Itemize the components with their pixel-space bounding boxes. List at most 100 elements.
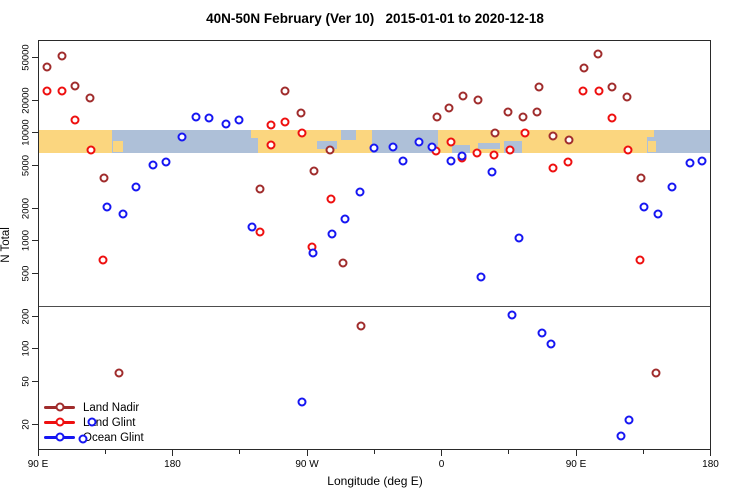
map-patch-japan-islands xyxy=(113,141,124,152)
y-axis-tick xyxy=(32,348,38,349)
x-axis-major-tick xyxy=(710,450,711,456)
y-axis-tick-label: 50 xyxy=(20,375,32,387)
land-nadir-marker-icon xyxy=(44,402,75,412)
point-ocean-glint xyxy=(685,158,695,168)
point-ocean-glint xyxy=(191,112,201,122)
point-ocean-glint xyxy=(427,142,437,152)
point-land-nadir xyxy=(444,103,454,113)
map-patch-japan xyxy=(647,141,656,152)
y-axis-tick xyxy=(32,99,38,101)
point-land-nadir xyxy=(296,108,306,118)
point-land-nadir xyxy=(70,81,80,91)
point-land-nadir xyxy=(57,51,67,61)
point-ocean-glint xyxy=(204,113,214,123)
point-land-nadir xyxy=(548,131,558,141)
point-land-nadir xyxy=(42,62,52,72)
point-ocean-glint xyxy=(234,115,244,125)
point-land-glint xyxy=(520,128,530,138)
y-axis-tick-label: 50000 xyxy=(20,43,32,71)
point-ocean-glint xyxy=(507,310,517,320)
point-land-glint xyxy=(266,120,276,130)
point-land-nadir xyxy=(579,63,589,73)
point-land-glint xyxy=(255,227,265,237)
legend-label: Land Nadir xyxy=(83,401,140,414)
point-land-nadir xyxy=(532,107,542,117)
point-ocean-glint xyxy=(369,143,379,153)
point-ocean-glint xyxy=(131,182,141,192)
point-land-nadir xyxy=(85,93,95,103)
point-land-glint xyxy=(86,145,96,155)
x-axis-tick-label: 90 E xyxy=(27,459,49,470)
point-land-nadir xyxy=(325,145,335,155)
x-axis-major-tick xyxy=(575,450,577,456)
point-land-nadir xyxy=(356,321,366,331)
y-axis-tick xyxy=(32,207,38,209)
y-axis-tick xyxy=(32,132,38,133)
x-axis-tick-label: 180 xyxy=(702,459,719,470)
point-land-nadir xyxy=(473,95,483,105)
point-ocean-glint xyxy=(247,222,257,232)
point-land-glint xyxy=(70,115,80,125)
map-patch-gulf-st-lawrence xyxy=(340,130,357,141)
point-land-nadir xyxy=(651,368,661,378)
point-land-nadir xyxy=(114,368,124,378)
point-land-nadir xyxy=(280,86,290,96)
map-patch-hokkaido xyxy=(646,130,654,137)
point-ocean-glint xyxy=(148,160,158,170)
point-land-nadir xyxy=(338,258,348,268)
point-land-glint xyxy=(548,163,558,173)
point-ocean-glint xyxy=(102,202,112,212)
point-land-nadir xyxy=(490,128,500,137)
map-patch-mediterranean xyxy=(451,144,471,153)
x-axis-tick-label: 90 E xyxy=(565,459,587,470)
point-land-glint xyxy=(280,117,290,127)
point-ocean-glint xyxy=(388,142,398,152)
point-ocean-glint xyxy=(398,156,408,166)
legend-label: Ocean Glint xyxy=(83,431,144,444)
point-land-glint xyxy=(578,86,588,96)
point-land-glint xyxy=(623,145,633,155)
point-ocean-glint xyxy=(308,248,318,258)
point-ocean-glint xyxy=(514,233,524,243)
y-axis-tick-label: 500 xyxy=(20,265,32,281)
point-ocean-glint xyxy=(414,137,424,147)
point-land-nadir xyxy=(593,49,603,59)
chart-title: 40N-50N February (Ver 10) 2015-01-01 to … xyxy=(206,11,544,26)
point-ocean-glint xyxy=(624,415,634,425)
x-axis-tick-label: 180 xyxy=(164,459,181,470)
map-latitude-band xyxy=(38,130,711,153)
land-glint-marker-icon xyxy=(44,417,75,427)
y-axis-tick xyxy=(32,315,38,317)
map-patch-vancouver-island xyxy=(250,130,258,139)
point-land-glint xyxy=(57,86,67,96)
point-land-nadir xyxy=(636,173,646,183)
x-axis-major-tick xyxy=(37,450,39,456)
point-ocean-glint xyxy=(340,214,350,224)
x-axis-title: Longitude (deg E) xyxy=(327,474,423,488)
map-patch-black-sea xyxy=(477,142,500,150)
point-ocean-glint xyxy=(487,167,497,177)
point-ocean-glint xyxy=(221,119,231,129)
x-axis-minor-tick xyxy=(508,450,510,454)
point-ocean-glint xyxy=(546,339,556,349)
y-axis-tick xyxy=(32,240,38,241)
point-ocean-glint xyxy=(697,156,707,166)
x-axis-minor-tick xyxy=(239,450,241,454)
y-axis-tick xyxy=(32,380,38,382)
point-land-glint xyxy=(489,150,499,160)
y-axis-tick xyxy=(32,56,38,58)
point-land-glint xyxy=(326,194,336,204)
point-land-nadir xyxy=(503,107,513,117)
point-land-glint xyxy=(635,255,645,265)
y-axis-title: N Total xyxy=(0,227,12,263)
point-ocean-glint xyxy=(161,157,171,167)
point-land-nadir xyxy=(564,135,574,145)
point-ocean-glint xyxy=(476,272,486,282)
plot-border-box xyxy=(38,40,711,450)
point-land-glint xyxy=(42,86,52,96)
point-land-nadir xyxy=(518,112,528,122)
x-axis-tick-label: 90 W xyxy=(295,459,319,470)
point-land-nadir xyxy=(255,184,265,194)
point-ocean-glint xyxy=(446,156,456,166)
